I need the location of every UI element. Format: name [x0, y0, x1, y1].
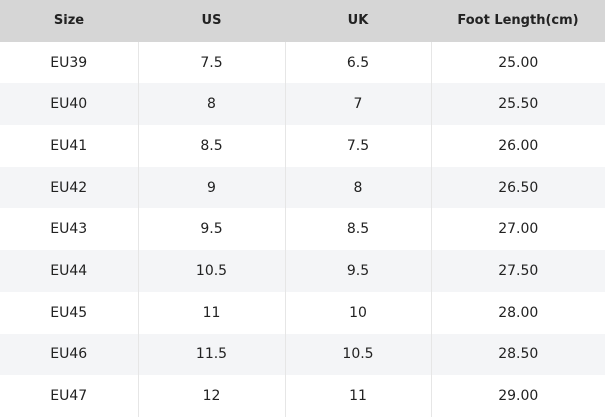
table-cell: 9 [137, 166, 285, 209]
table-cell: EU46 [0, 333, 138, 376]
header-cell: Foot Length(cm) [431, 0, 605, 42]
table-row: EU42 9 8 26.50 [0, 166, 605, 209]
table-cell: EU40 [0, 83, 138, 126]
table-cell: 10 [284, 291, 431, 334]
table-row: EU44 10.5 9.5 27.50 [0, 250, 605, 292]
table-cell: EU47 [50, 388, 88, 405]
table-row: EU41 8.5 7.5 26.00 [0, 125, 605, 167]
table-cell: 8.5 [137, 125, 285, 167]
table-cell: 25.50 [430, 83, 605, 126]
table-row: EU47 12 11 29.00 [0, 375, 605, 417]
table-cell: 6.5 [284, 41, 431, 84]
table-cell: 8.5 [284, 208, 431, 251]
table-cell: EU41 [50, 137, 88, 154]
table-cell: 25.00 [430, 41, 605, 84]
table-row: EU39 7.5 6.5 25.00 [0, 41, 605, 84]
table-cell: 27.00 [430, 208, 605, 251]
table-row: EU45 11 10 28.00 [0, 291, 605, 334]
table-cell: 26.50 [430, 166, 605, 209]
table-cell: 7.5 [137, 41, 285, 84]
table-cell: 12 [137, 375, 285, 417]
table-cell: 26.00 [430, 125, 605, 167]
header-cell: Size [0, 0, 138, 42]
table-cell: 7 [284, 83, 431, 126]
table-cell: 11 [137, 291, 285, 334]
table-cell: EU44 [0, 250, 138, 292]
table-cell: EU39 [50, 54, 88, 71]
table-cell: EU43 [50, 221, 88, 238]
header-cell: UK [285, 0, 431, 42]
table-cell: 11.5 [137, 333, 285, 376]
table-cell: 28.50 [430, 333, 605, 376]
table-cell: 27.50 [430, 250, 605, 292]
table-cell: 29.00 [430, 375, 605, 417]
table-cell: EU42 [0, 166, 138, 209]
table-row: EU40 8 7 25.50 [0, 83, 605, 126]
table-cell: 11 [284, 375, 431, 417]
table-cell: 8 [284, 166, 431, 209]
header-cell: US [138, 0, 285, 42]
table-row: EU46 11.5 10.5 28.50 [0, 333, 605, 376]
table-cell: 9.5 [284, 250, 431, 292]
table-row: EU43 9.5 8.5 27.00 [0, 208, 605, 251]
table-cell: 7.5 [284, 125, 431, 167]
table-cell: 9.5 [137, 208, 285, 251]
table-cell: 28.00 [430, 291, 605, 334]
table-cell: EU45 [50, 304, 88, 321]
table-body: EU39 7.5 6.5 25.00 EU40 8 7 25.50 EU41 8.5 7.5 26.0… [0, 41, 605, 417]
table-cell: 10.5 [284, 333, 431, 376]
header-row: Size US UK Foot Length(cm) [0, 0, 605, 42]
table-cell: 10.5 [137, 250, 285, 292]
table-cell: 8 [137, 83, 285, 126]
